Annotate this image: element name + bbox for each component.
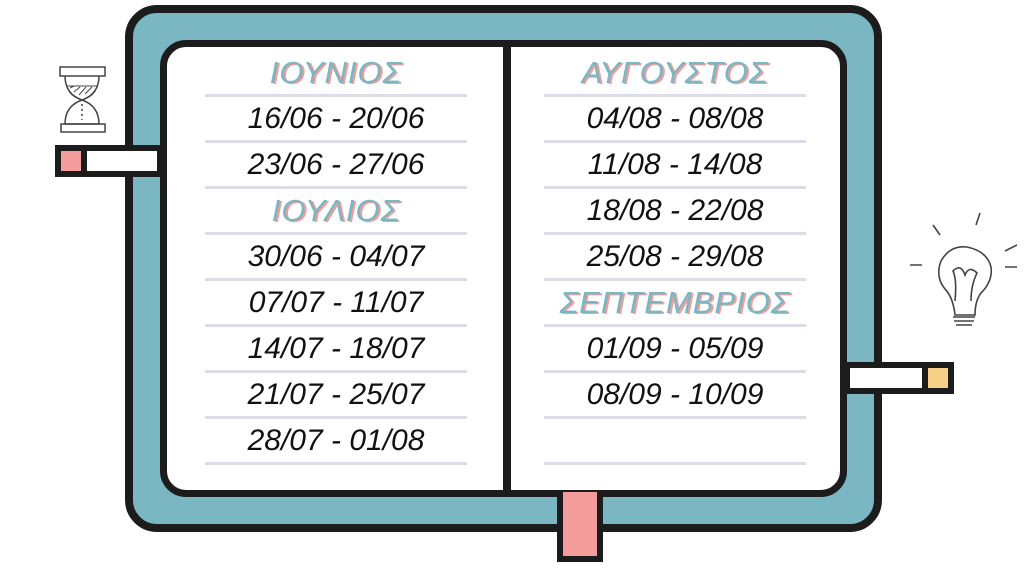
hourglass-icon: [59, 66, 106, 133]
month-header: ΙΟΥΝΙΟΣ: [205, 51, 467, 97]
week-range: 16/06 - 20/06: [205, 97, 467, 143]
week-range: [544, 419, 806, 465]
lightbulb-icon: [910, 212, 1018, 326]
month-header: ΣΕΠΤΕΜΒΡΙΟΣ: [544, 281, 806, 327]
week-range: 08/09 - 10/09: [544, 373, 806, 419]
notebook-spine: [503, 44, 511, 492]
left-tab: [55, 145, 163, 177]
week-range: 07/07 - 11/07: [205, 281, 467, 327]
left-column: ΙΟΥΝΙΟΣ 16/06 - 20/06 23/06 - 27/06 ΙΟΥΛΙΟΣ…: [205, 51, 467, 465]
pink-marker: [61, 151, 87, 171]
week-range: 14/07 - 18/07: [205, 327, 467, 373]
week-range: 21/07 - 25/07: [205, 373, 467, 419]
week-range: 23/06 - 27/06: [205, 143, 467, 189]
week-range: 11/08 - 14/08: [544, 143, 806, 189]
month-header: ΙΟΥΛΙΟΣ: [205, 189, 467, 235]
right-tab: [844, 362, 954, 394]
week-range: 25/08 - 29/08: [544, 235, 806, 281]
month-header: ΑΥΓΟΥΣΤΟΣ: [544, 51, 806, 97]
bookmark-ribbon: [557, 492, 603, 562]
week-range: 28/07 - 01/08: [205, 419, 467, 465]
week-range: 01/09 - 05/09: [544, 327, 806, 373]
week-range: 04/08 - 08/08: [544, 97, 806, 143]
week-range: 30/06 - 04/07: [205, 235, 467, 281]
yellow-marker: [922, 368, 948, 388]
week-range: 18/08 - 22/08: [544, 189, 806, 235]
right-column: ΑΥΓΟΥΣΤΟΣ 04/08 - 08/08 11/08 - 14/08 18/08…: [544, 51, 806, 465]
